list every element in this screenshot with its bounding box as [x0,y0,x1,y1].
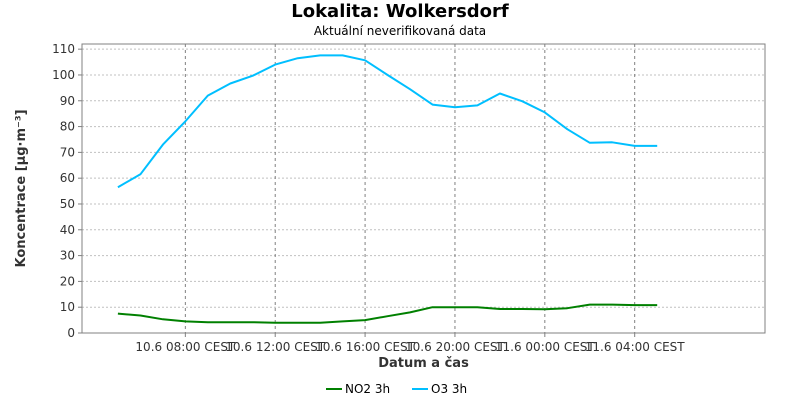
x-tick-label: 10.6 12:00 CEST [225,340,326,354]
y-tick-label: 90 [60,94,75,108]
y-tick-label: 60 [60,171,75,185]
y-tick-label: 70 [60,145,75,159]
series-lines [117,54,658,324]
y-tick-label: 80 [60,120,75,134]
series-line-1 [117,54,658,189]
y-tick-label: 40 [60,223,75,237]
y-tick-label: 100 [52,68,75,82]
y-tick-label: 0 [67,326,75,340]
x-tick-label: 10.6 16:00 CEST [315,340,416,354]
chart-title: Lokalita: Wolkersdorf [291,1,509,22]
plot-area [81,43,766,334]
legend-label: O3 3h [431,382,467,396]
series-line-0 [117,303,658,324]
y-axis: 0 10 20 30 40 50 60 70 80 90 100 110 [52,42,82,340]
legend: NO2 3h O3 3h [326,382,467,396]
y-axis-title: Koncentrace [µg·m⁻³] [14,109,29,267]
grid-lines [82,44,765,334]
x-tick-label: 11.6 04:00 CEST [585,340,686,354]
x-tick-label: 10.6 08:00 CEST [135,340,236,354]
y-tick-label: 10 [60,300,75,314]
chart-subtitle: Aktuální neverifikovaná data [313,24,487,38]
y-tick-label: 30 [60,249,75,263]
y-tick-label: 20 [60,274,75,288]
legend-label: NO2 3h [345,382,390,396]
x-tick-label: 11.6 00:00 CEST [495,340,596,354]
x-tick-label: 10.6 20:00 CEST [405,340,506,354]
x-axis-title: Datum a čas [378,356,469,371]
y-tick-label: 110 [52,42,75,56]
y-tick-label: 50 [60,197,75,211]
